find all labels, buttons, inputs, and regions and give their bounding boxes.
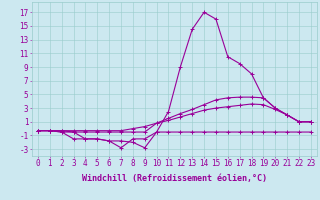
- X-axis label: Windchill (Refroidissement éolien,°C): Windchill (Refroidissement éolien,°C): [82, 174, 267, 183]
